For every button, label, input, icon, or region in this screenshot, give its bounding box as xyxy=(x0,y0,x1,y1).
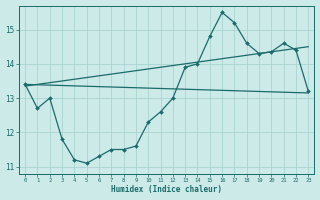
X-axis label: Humidex (Indice chaleur): Humidex (Indice chaleur) xyxy=(111,185,222,194)
